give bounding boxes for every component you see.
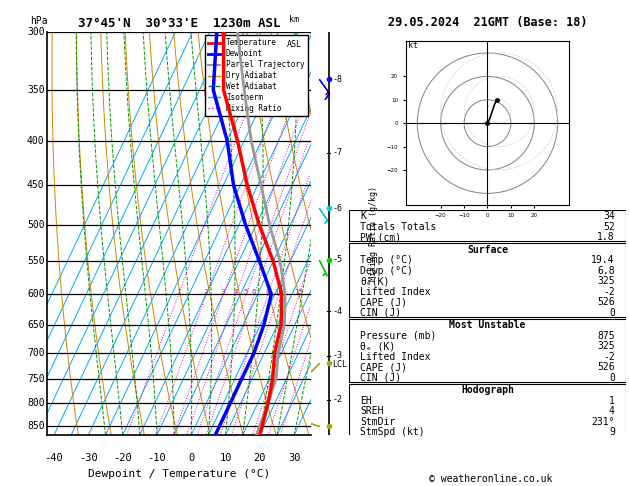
Text: CIN (J): CIN (J) <box>360 373 401 382</box>
Text: 3: 3 <box>221 289 225 295</box>
Text: -4: -4 <box>332 307 342 316</box>
Bar <box>349 383 626 436</box>
Text: 29.05.2024  21GMT (Base: 18): 29.05.2024 21GMT (Base: 18) <box>387 16 587 29</box>
Text: 350: 350 <box>27 85 45 95</box>
Text: 0: 0 <box>609 308 615 318</box>
Text: θₑ (K): θₑ (K) <box>360 341 396 351</box>
Text: Totals Totals: Totals Totals <box>360 222 437 232</box>
Title: 37°45'N  30°33'E  1230m ASL: 37°45'N 30°33'E 1230m ASL <box>78 17 281 31</box>
Text: -20: -20 <box>113 453 132 463</box>
Text: EH: EH <box>360 396 372 406</box>
Text: StmDir: StmDir <box>360 417 396 427</box>
Text: 9: 9 <box>609 427 615 437</box>
Text: SREH: SREH <box>360 406 384 416</box>
Text: Lifted Index: Lifted Index <box>360 287 431 297</box>
Text: -40: -40 <box>45 453 64 463</box>
Text: kt: kt <box>408 41 418 51</box>
Text: 1: 1 <box>176 289 181 295</box>
Text: 550: 550 <box>27 256 45 266</box>
Text: CAPE (J): CAPE (J) <box>360 297 407 307</box>
Bar <box>349 319 626 382</box>
Text: StmSpd (kt): StmSpd (kt) <box>360 427 425 437</box>
Text: hPa: hPa <box>30 16 48 26</box>
Text: Temp (°C): Temp (°C) <box>360 256 413 265</box>
Text: 600: 600 <box>27 289 45 299</box>
Text: -5: -5 <box>332 255 342 264</box>
Text: K: K <box>360 211 366 222</box>
Text: 10: 10 <box>220 453 232 463</box>
Text: 300: 300 <box>27 27 45 36</box>
Text: CIN (J): CIN (J) <box>360 308 401 318</box>
Text: -2: -2 <box>332 395 342 404</box>
Text: Lifted Index: Lifted Index <box>360 352 431 362</box>
Text: 526: 526 <box>597 362 615 372</box>
Text: Surface: Surface <box>467 245 508 255</box>
Text: θₑ(K): θₑ(K) <box>360 277 389 286</box>
Text: Dewp (°C): Dewp (°C) <box>360 266 413 276</box>
Text: 6.8: 6.8 <box>597 266 615 276</box>
Text: 10: 10 <box>274 289 283 295</box>
Legend: Temperature, Dewpoint, Parcel Trajectory, Dry Adiabat, Wet Adiabat, Isotherm, Mi: Temperature, Dewpoint, Parcel Trajectory… <box>205 35 308 116</box>
Text: 875: 875 <box>597 331 615 341</box>
Text: 700: 700 <box>27 347 45 358</box>
Text: -30: -30 <box>79 453 97 463</box>
Text: -8: -8 <box>332 74 342 84</box>
Text: 1.8: 1.8 <box>597 232 615 243</box>
Text: 526: 526 <box>597 297 615 307</box>
Bar <box>349 243 626 317</box>
Text: Most Unstable: Most Unstable <box>449 320 526 330</box>
Text: 650: 650 <box>27 319 45 330</box>
Text: -2: -2 <box>603 352 615 362</box>
Text: 231°: 231° <box>591 417 615 427</box>
Text: 325: 325 <box>597 277 615 286</box>
Text: Dewpoint / Temperature (°C): Dewpoint / Temperature (°C) <box>88 469 270 479</box>
Text: 2: 2 <box>204 289 208 295</box>
Text: 52: 52 <box>603 222 615 232</box>
Text: ASL: ASL <box>287 40 301 49</box>
Text: 20: 20 <box>253 453 266 463</box>
Text: 850: 850 <box>27 421 45 431</box>
Text: 0: 0 <box>609 373 615 382</box>
Text: -10: -10 <box>148 453 166 463</box>
Text: 30: 30 <box>288 453 301 463</box>
Text: km: km <box>289 15 299 23</box>
Text: 8: 8 <box>265 289 270 295</box>
Text: 500: 500 <box>27 220 45 230</box>
Text: 15: 15 <box>294 289 303 295</box>
Text: -7: -7 <box>332 148 342 157</box>
Text: -2: -2 <box>603 287 615 297</box>
Text: 1: 1 <box>609 396 615 406</box>
Text: Hodograph: Hodograph <box>461 385 514 395</box>
Text: © weatheronline.co.uk: © weatheronline.co.uk <box>429 473 552 484</box>
Bar <box>349 210 626 242</box>
Text: 4: 4 <box>609 406 615 416</box>
Text: Mixing Ratio (g/kg): Mixing Ratio (g/kg) <box>369 186 378 281</box>
Text: 5: 5 <box>243 289 248 295</box>
Text: 34: 34 <box>603 211 615 222</box>
Text: LCL: LCL <box>332 360 347 369</box>
Text: 750: 750 <box>27 374 45 384</box>
Text: 6: 6 <box>252 289 257 295</box>
Text: 4: 4 <box>233 289 238 295</box>
Text: 325: 325 <box>597 341 615 351</box>
Text: 400: 400 <box>27 136 45 146</box>
Text: Pressure (mb): Pressure (mb) <box>360 331 437 341</box>
Text: 0: 0 <box>188 453 194 463</box>
Text: -3: -3 <box>332 351 342 360</box>
Text: 19.4: 19.4 <box>591 256 615 265</box>
Text: -6: -6 <box>332 204 342 212</box>
Text: CAPE (J): CAPE (J) <box>360 362 407 372</box>
Text: 800: 800 <box>27 398 45 408</box>
Text: PW (cm): PW (cm) <box>360 232 401 243</box>
Text: 450: 450 <box>27 180 45 190</box>
